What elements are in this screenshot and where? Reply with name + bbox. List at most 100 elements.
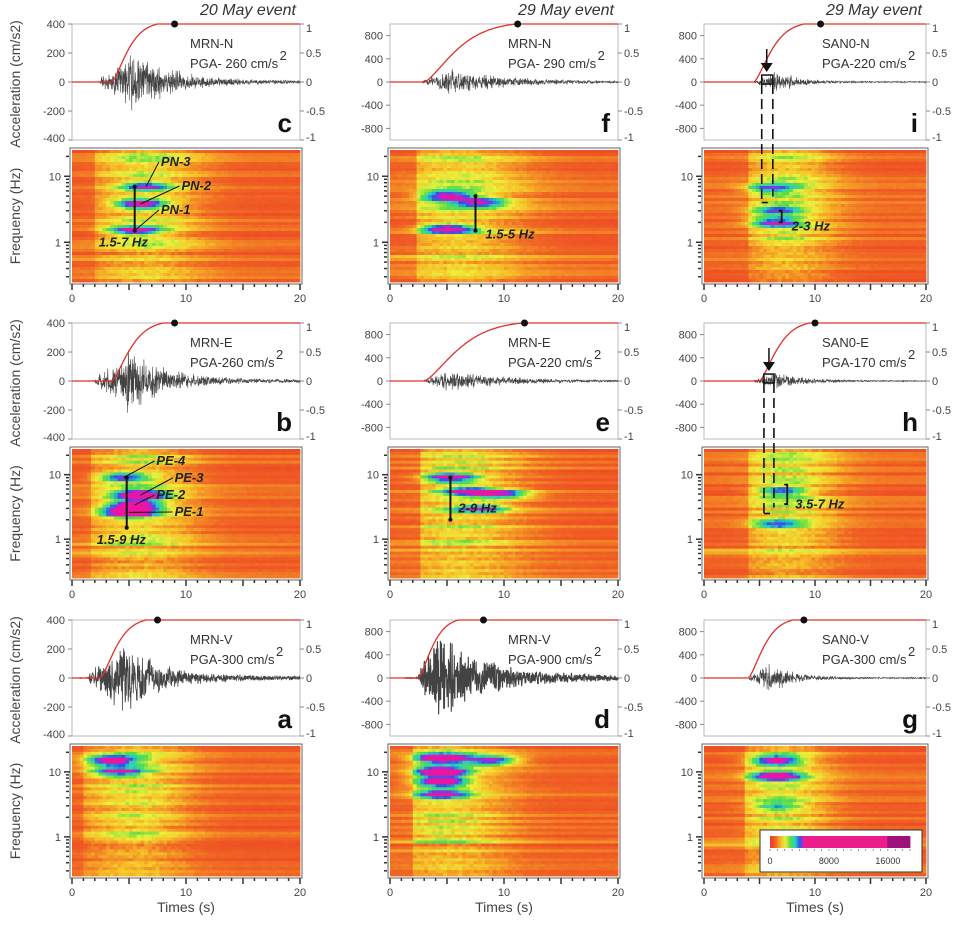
spectrogram-cell — [519, 162, 524, 166]
spectrogram-cell — [231, 222, 236, 226]
spectrogram-cell — [182, 207, 187, 211]
spectrogram-cell — [113, 183, 118, 187]
spectrogram-cell — [216, 198, 221, 202]
spectrogram-cell — [269, 273, 274, 277]
spectrogram-cell — [485, 204, 490, 208]
spectrogram-cell — [258, 195, 263, 199]
spectrogram-cell — [269, 210, 274, 214]
spectrogram-cell — [557, 156, 562, 160]
spectrogram-cell — [159, 150, 164, 154]
spectrogram-cell — [231, 210, 236, 214]
spectrogram-cell — [466, 246, 471, 250]
spectrogram-cell — [250, 231, 255, 235]
spectrogram-cell — [466, 150, 471, 154]
spectrogram-cell — [159, 201, 164, 205]
spectrogram-cell — [224, 195, 229, 199]
spectrogram-cell — [599, 246, 604, 250]
spectrogram-cell — [125, 171, 130, 175]
spectrogram-cell — [140, 255, 145, 259]
spectrogram-cell — [186, 195, 191, 199]
spectrogram-cell — [557, 168, 562, 172]
spectrogram-cell — [492, 183, 497, 187]
spectrogram-cell — [507, 222, 512, 226]
spectrogram-cell — [281, 189, 286, 193]
spectrogram-cell — [174, 216, 179, 220]
spectrogram-cell — [182, 162, 187, 166]
spectrogram-cell — [262, 180, 267, 184]
spectrogram-cell — [397, 252, 402, 256]
spectrogram-cell — [564, 231, 569, 235]
spectrogram-cell — [125, 216, 130, 220]
spectrogram-cell — [401, 189, 406, 193]
spectrogram-cell — [197, 228, 202, 232]
spectrogram-cell — [227, 207, 232, 211]
spectrogram-cell — [182, 249, 187, 253]
spectrogram-cell — [481, 174, 486, 178]
spectrogram-cell — [239, 201, 244, 205]
spectrogram-cell — [397, 189, 402, 193]
spectrogram-cell — [435, 183, 440, 187]
spectrogram-cell — [83, 201, 88, 205]
spectrogram-cell — [405, 183, 410, 187]
spectrogram-cell — [163, 195, 168, 199]
spectrogram-cell — [561, 180, 566, 184]
spectrogram-cell — [178, 207, 183, 211]
spectrogram-cell — [246, 165, 251, 169]
spectrogram-cell — [170, 267, 175, 271]
spectrogram-cell — [431, 261, 436, 265]
spectrogram-cell — [121, 165, 126, 169]
spectrogram-cell — [610, 156, 615, 160]
spectrogram-cell — [83, 180, 88, 184]
spectrogram-cell — [159, 159, 164, 163]
spectrogram-cell — [269, 183, 274, 187]
spectrogram-cell — [466, 189, 471, 193]
spectrogram-cell — [178, 192, 183, 196]
spectrogram-cell — [488, 237, 493, 241]
spectrogram-cell — [469, 159, 474, 163]
spectrogram-cell — [189, 255, 194, 259]
spectrogram-cell — [458, 174, 463, 178]
spectrogram-cell — [220, 156, 225, 160]
spectrogram-cell — [469, 192, 474, 196]
spectrogram-cell — [393, 240, 398, 244]
spectrogram-cell — [447, 231, 452, 235]
spectrogram-cell — [277, 198, 282, 202]
spectrogram-cell — [599, 198, 604, 202]
spectrogram-cell — [454, 234, 459, 238]
y2-tick-label: -0.5 — [624, 106, 643, 118]
spectrogram-cell — [208, 252, 213, 256]
spectrogram-cell — [420, 180, 425, 184]
spectrogram-cell — [538, 156, 543, 160]
spectrogram-cell — [549, 258, 554, 262]
spectrogram-cell — [91, 201, 96, 205]
spectrogram-cell — [231, 180, 236, 184]
spectrogram-cell — [292, 216, 297, 220]
spectrogram-cell — [473, 180, 478, 184]
spectrogram-cell — [481, 198, 486, 202]
spectrogram-cell — [454, 252, 459, 256]
spectrogram-cell — [117, 159, 122, 163]
spectrogram-cell — [496, 228, 501, 232]
spectrogram-cell — [106, 180, 111, 184]
spectrogram-cell — [239, 171, 244, 175]
spectrogram-cell — [186, 183, 191, 187]
spectrogram-cell — [106, 213, 111, 217]
spectrogram-cell — [534, 231, 539, 235]
spectrogram-cell — [288, 231, 293, 235]
spectrogram-cell — [587, 198, 592, 202]
spectrogram-cell — [132, 168, 137, 172]
spectrogram-cell — [390, 255, 395, 259]
spectrogram-cell — [186, 189, 191, 193]
spectrogram-cell — [193, 207, 198, 211]
spectrogram-cell — [269, 255, 274, 259]
spectrogram-cell — [473, 186, 478, 190]
spectrogram-cell — [91, 264, 96, 268]
spectrogram-cell — [129, 255, 134, 259]
spectrogram-cell — [296, 222, 301, 226]
spectrogram-cell — [91, 252, 96, 256]
spectrogram-cell — [500, 252, 505, 256]
spectrogram-cell — [208, 267, 213, 271]
spectrogram-cell — [129, 222, 134, 226]
spectrogram-cell — [390, 228, 395, 232]
spectrogram-cell — [614, 192, 619, 196]
